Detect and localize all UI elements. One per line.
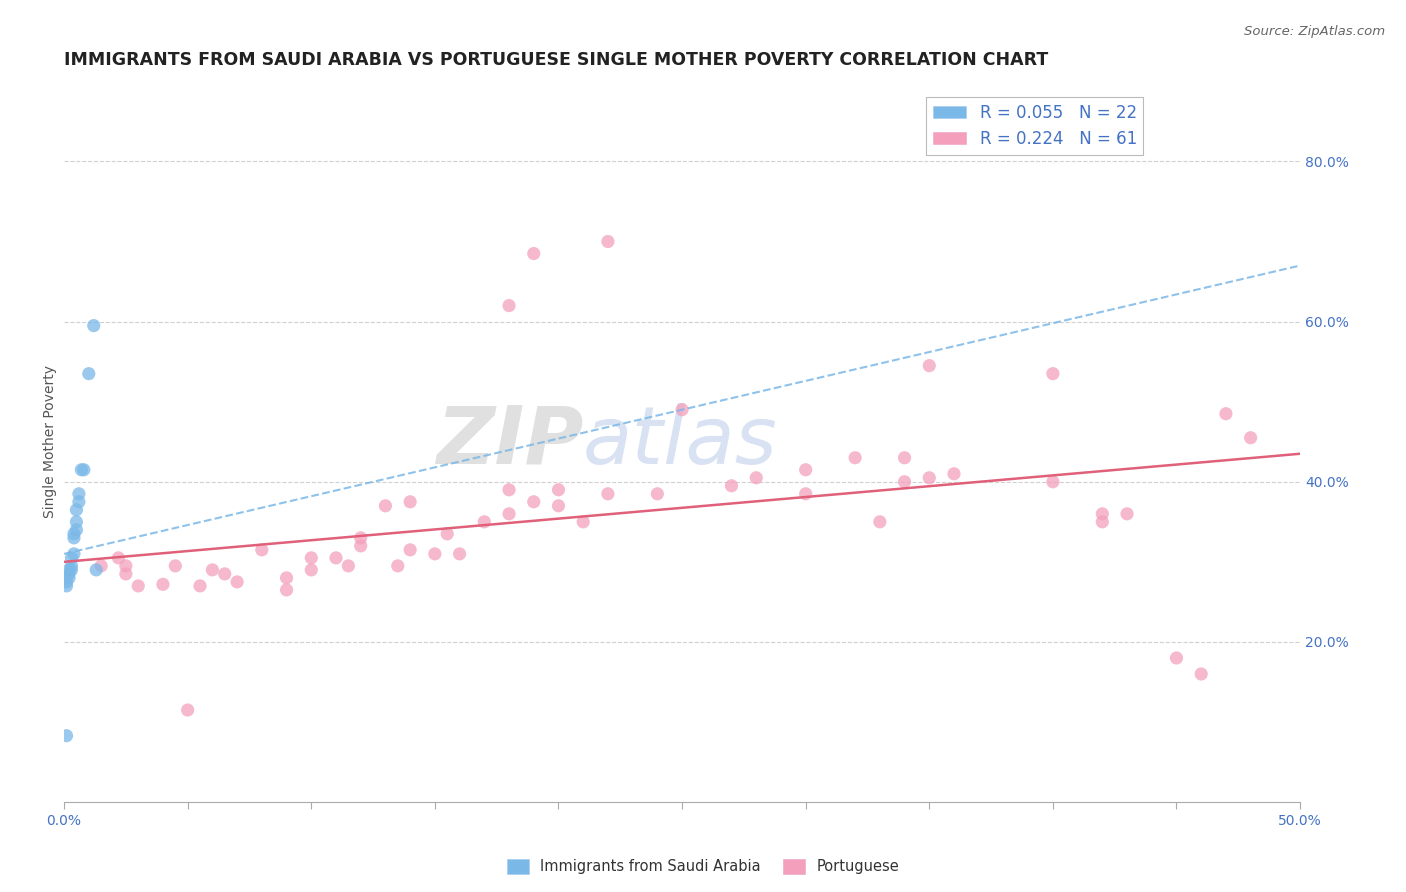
Point [350, 531, 373, 545]
Point [1240, 431, 1263, 445]
Point [55, 729, 77, 743]
Point [84, 563, 107, 577]
Point [547, 499, 569, 513]
Point [498, 483, 520, 497]
Point [63, 526, 86, 541]
Point [671, 402, 693, 417]
Legend: Immigrants from Saudi Arabia, Portuguese: Immigrants from Saudi Arabia, Portuguese [501, 853, 905, 880]
Point [337, 558, 360, 573]
Point [60, 558, 83, 573]
Point [201, 563, 224, 577]
Point [214, 566, 236, 581]
Point [869, 515, 891, 529]
Point [77, 367, 100, 381]
Point [325, 550, 347, 565]
Point [63, 547, 86, 561]
Point [276, 571, 298, 585]
Point [572, 515, 595, 529]
Text: ZIP: ZIP [436, 403, 583, 481]
Point [83, 318, 105, 333]
Point [70, 463, 93, 477]
Point [399, 542, 422, 557]
Point [276, 582, 298, 597]
Point [1215, 407, 1237, 421]
Point [720, 479, 742, 493]
Text: Source: ZipAtlas.com: Source: ZipAtlas.com [1244, 25, 1385, 38]
Point [523, 495, 546, 509]
Point [65, 523, 87, 537]
Text: atlas: atlas [583, 403, 778, 481]
Point [498, 299, 520, 313]
Point [90, 558, 112, 573]
Point [67, 487, 90, 501]
Point [73, 463, 96, 477]
Point [399, 495, 422, 509]
Point [436, 526, 458, 541]
Text: IMMIGRANTS FROM SAUDI ARABIA VS PORTUGUESE SINGLE MOTHER POVERTY CORRELATION CHA: IMMIGRANTS FROM SAUDI ARABIA VS PORTUGUE… [65, 51, 1049, 69]
Point [918, 471, 941, 485]
Point [55, 579, 77, 593]
Point [299, 550, 322, 565]
Legend: R = 0.055   N = 22, R = 0.224   N = 61: R = 0.055 N = 22, R = 0.224 N = 61 [927, 97, 1143, 154]
Point [152, 577, 174, 591]
Point [472, 515, 495, 529]
Point [794, 463, 817, 477]
Point [60, 550, 83, 565]
Point [226, 574, 249, 589]
Point [176, 703, 198, 717]
Point [250, 542, 273, 557]
Y-axis label: Single Mother Poverty: Single Mother Poverty [44, 365, 58, 518]
Point [374, 499, 396, 513]
Point [547, 483, 569, 497]
Point [58, 566, 80, 581]
Point [893, 475, 915, 489]
Point [58, 563, 80, 577]
Point [1091, 515, 1114, 529]
Point [893, 450, 915, 465]
Point [299, 563, 322, 577]
Point [596, 235, 619, 249]
Point [1166, 651, 1188, 665]
Point [1042, 475, 1064, 489]
Point [844, 450, 866, 465]
Point [58, 571, 80, 585]
Point [523, 246, 546, 260]
Point [115, 558, 138, 573]
Point [918, 359, 941, 373]
Point [65, 503, 87, 517]
Point [745, 471, 768, 485]
Point [596, 487, 619, 501]
Point [449, 547, 471, 561]
Point [67, 495, 90, 509]
Point [387, 558, 409, 573]
Point [1189, 667, 1212, 681]
Point [165, 558, 187, 573]
Point [943, 467, 966, 481]
Point [498, 507, 520, 521]
Point [647, 487, 669, 501]
Point [55, 574, 77, 589]
Point [1116, 507, 1139, 521]
Point [65, 515, 87, 529]
Point [63, 531, 86, 545]
Point [60, 563, 83, 577]
Point [1042, 367, 1064, 381]
Point [188, 579, 211, 593]
Point [127, 579, 149, 593]
Point [794, 487, 817, 501]
Point [107, 550, 129, 565]
Point [1091, 507, 1114, 521]
Point [423, 547, 446, 561]
Point [115, 566, 138, 581]
Point [350, 539, 373, 553]
